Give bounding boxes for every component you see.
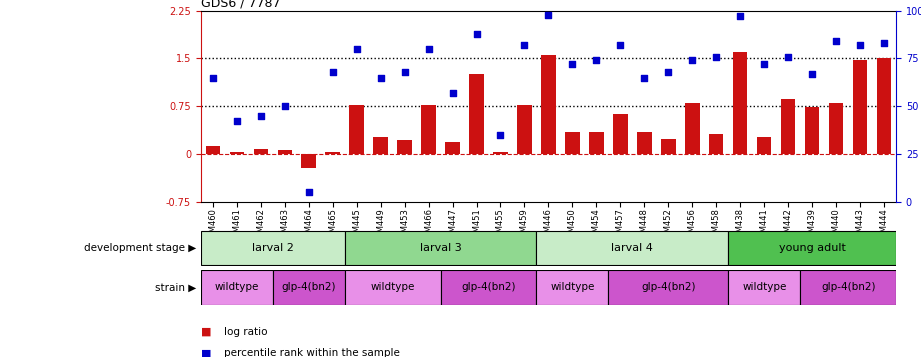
Bar bbox=[685, 103, 700, 154]
Point bbox=[541, 12, 555, 17]
Point bbox=[877, 40, 892, 46]
FancyBboxPatch shape bbox=[344, 231, 536, 265]
Point bbox=[565, 61, 580, 67]
Bar bbox=[733, 52, 748, 154]
Bar bbox=[446, 142, 460, 154]
Text: glp-4(bn2): glp-4(bn2) bbox=[282, 282, 336, 292]
Bar bbox=[637, 132, 651, 154]
Point bbox=[805, 71, 820, 77]
FancyBboxPatch shape bbox=[609, 270, 729, 305]
Point bbox=[829, 39, 844, 44]
Text: log ratio: log ratio bbox=[224, 327, 267, 337]
Bar bbox=[805, 107, 820, 154]
Bar bbox=[518, 105, 531, 154]
Point bbox=[253, 113, 268, 119]
Bar bbox=[229, 152, 244, 154]
Point bbox=[445, 90, 460, 96]
Point bbox=[757, 61, 772, 67]
FancyBboxPatch shape bbox=[800, 270, 896, 305]
Bar bbox=[853, 60, 868, 154]
Point bbox=[733, 14, 748, 19]
Text: wildtype: wildtype bbox=[550, 282, 595, 292]
Bar bbox=[661, 139, 675, 154]
Point bbox=[661, 69, 676, 75]
FancyBboxPatch shape bbox=[273, 270, 344, 305]
Text: wildtype: wildtype bbox=[215, 282, 259, 292]
Text: young adult: young adult bbox=[779, 243, 845, 253]
Bar bbox=[494, 152, 507, 154]
FancyBboxPatch shape bbox=[440, 270, 536, 305]
Text: wildtype: wildtype bbox=[370, 282, 414, 292]
Text: larval 4: larval 4 bbox=[612, 243, 653, 253]
Point bbox=[493, 132, 507, 138]
FancyBboxPatch shape bbox=[729, 270, 800, 305]
Point bbox=[421, 46, 436, 52]
Bar bbox=[373, 137, 388, 154]
FancyBboxPatch shape bbox=[201, 231, 344, 265]
Text: percentile rank within the sample: percentile rank within the sample bbox=[224, 348, 400, 357]
Text: glp-4(bn2): glp-4(bn2) bbox=[641, 282, 695, 292]
Point bbox=[325, 69, 340, 75]
Bar bbox=[397, 140, 412, 154]
Bar bbox=[829, 103, 844, 154]
Bar bbox=[757, 137, 772, 154]
Text: glp-4(bn2): glp-4(bn2) bbox=[461, 282, 516, 292]
Text: glp-4(bn2): glp-4(bn2) bbox=[821, 282, 876, 292]
FancyBboxPatch shape bbox=[201, 270, 273, 305]
Bar bbox=[205, 146, 220, 154]
Text: larval 2: larval 2 bbox=[251, 243, 294, 253]
Point bbox=[613, 42, 628, 48]
Point bbox=[205, 75, 220, 80]
Bar bbox=[349, 105, 364, 154]
Text: wildtype: wildtype bbox=[742, 282, 787, 292]
Point bbox=[589, 57, 604, 63]
Text: strain ▶: strain ▶ bbox=[155, 282, 196, 292]
Bar bbox=[277, 150, 292, 154]
Bar bbox=[470, 74, 484, 154]
Point bbox=[637, 75, 652, 80]
Text: development stage ▶: development stage ▶ bbox=[84, 243, 196, 253]
Bar bbox=[253, 150, 268, 154]
Text: GDS6 / 7787: GDS6 / 7787 bbox=[201, 0, 280, 10]
Point bbox=[469, 31, 484, 36]
Bar bbox=[301, 154, 316, 168]
Point bbox=[349, 46, 364, 52]
Point bbox=[373, 75, 388, 80]
FancyBboxPatch shape bbox=[536, 270, 609, 305]
Bar bbox=[542, 55, 555, 154]
Bar bbox=[589, 132, 603, 154]
Point bbox=[229, 119, 244, 124]
Bar bbox=[325, 152, 340, 154]
Point bbox=[781, 54, 796, 59]
Point bbox=[517, 42, 531, 48]
Bar bbox=[877, 59, 892, 154]
Text: larval 3: larval 3 bbox=[420, 243, 461, 253]
Point bbox=[277, 104, 292, 109]
Point bbox=[685, 57, 700, 63]
Point bbox=[397, 69, 412, 75]
Bar bbox=[709, 134, 724, 154]
Bar bbox=[565, 132, 579, 154]
Text: ■: ■ bbox=[201, 327, 211, 337]
Point bbox=[709, 54, 724, 59]
FancyBboxPatch shape bbox=[729, 231, 896, 265]
Point bbox=[301, 189, 316, 195]
Bar bbox=[422, 105, 436, 154]
Bar bbox=[613, 115, 627, 154]
Text: ■: ■ bbox=[201, 348, 211, 357]
Bar bbox=[781, 99, 796, 154]
Point bbox=[853, 42, 868, 48]
FancyBboxPatch shape bbox=[536, 231, 729, 265]
FancyBboxPatch shape bbox=[344, 270, 440, 305]
